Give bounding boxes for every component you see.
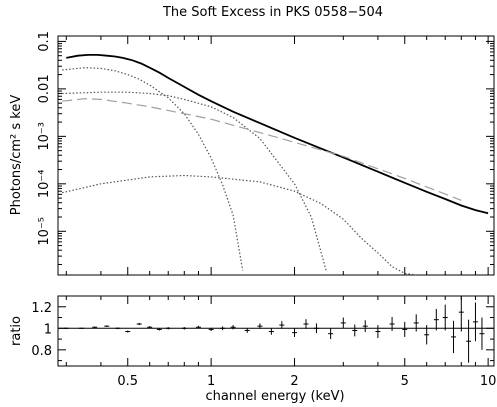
y-tick-label: 10⁻⁵ xyxy=(37,217,52,246)
series-data xyxy=(66,54,489,215)
lower-panel-frame xyxy=(57,295,495,367)
series-blackbody-2 xyxy=(62,91,327,271)
y-tick-label: 0.8 xyxy=(31,344,52,359)
x-tick-label: 1 xyxy=(207,374,215,389)
upper-axis-ticks: 0.1 0.01 10⁻³ 10⁻⁴ 10⁻⁵ xyxy=(37,31,494,275)
y-tick-label: 1 xyxy=(44,322,52,337)
y-tick-label: 10⁻⁴ xyxy=(37,170,52,199)
series-blackbody-3 xyxy=(62,174,417,276)
series-blackbody-1 xyxy=(62,67,244,271)
lower-y-axis-label: ratio xyxy=(9,316,24,346)
upper-panel-frame xyxy=(57,35,495,276)
y-tick-label: 1.2 xyxy=(31,301,52,316)
upper-series-group xyxy=(62,54,489,276)
x-tick-label: 5 xyxy=(401,374,409,389)
upper-y-axis-label: Photons/cm² s keV xyxy=(9,95,24,216)
y-tick-label: 0.01 xyxy=(37,74,52,103)
x-tick-label: 10 xyxy=(480,374,497,389)
chart-title: The Soft Excess in PKS 0558−504 xyxy=(162,5,383,20)
x-tick-label: 2 xyxy=(290,374,298,389)
series-power-law xyxy=(62,98,462,201)
upper-panel: 0.1 0.01 10⁻³ 10⁻⁴ 10⁻⁵ Photons/cm² s keV xyxy=(9,31,495,276)
x-tick-label: 0.5 xyxy=(117,374,138,389)
lower-panel: 0.5 1 2 5 10 0.8 1 1.2 ratio channel energy (ke… xyxy=(9,295,497,404)
y-tick-label: 10⁻³ xyxy=(37,122,52,151)
lower-axis-ticks: 0.5 1 2 5 10 0.8 1 1.2 xyxy=(31,295,497,389)
x-axis-label: channel energy (keV) xyxy=(205,389,344,404)
y-tick-label: 0.1 xyxy=(37,31,52,52)
ratio-data-group xyxy=(58,296,494,363)
